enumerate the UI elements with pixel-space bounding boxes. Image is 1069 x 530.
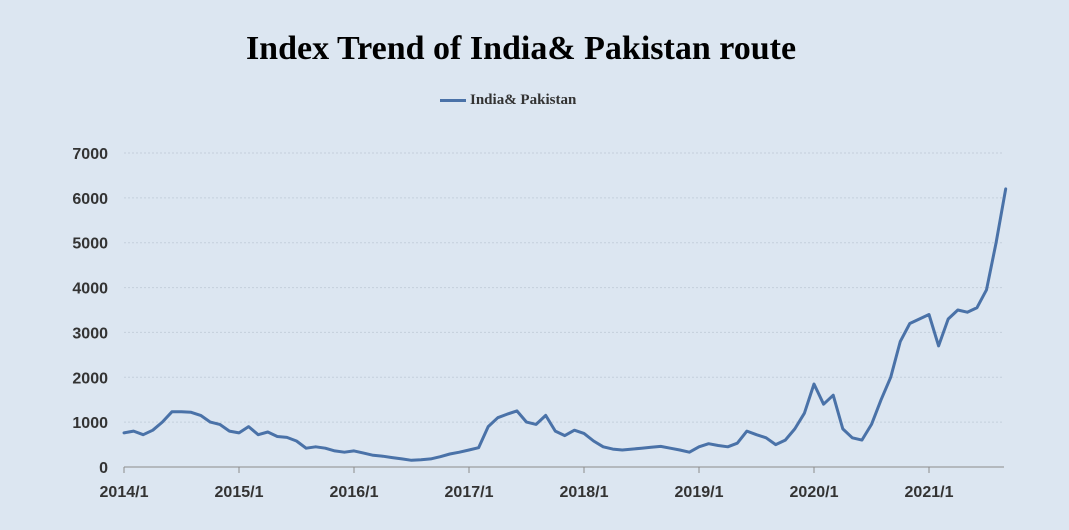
y-tick-label: 7000 <box>72 146 108 163</box>
legend: India& Pakistan <box>440 92 576 109</box>
chart-title: Index Trend of India& Pakistan route <box>245 30 797 67</box>
y-tick-label: 6000 <box>72 191 108 208</box>
y-tick-label: 3000 <box>72 325 108 342</box>
y-tick-label: 2000 <box>72 370 108 387</box>
x-tick-label: 2021/1 <box>905 484 954 501</box>
x-tick-label: 2016/1 <box>330 484 379 501</box>
x-tick-label: 2018/1 <box>560 484 609 501</box>
x-tick-label: 2020/1 <box>790 484 839 501</box>
y-tick-label: 4000 <box>72 281 108 298</box>
x-tick-label: 2014/1 <box>100 484 149 501</box>
y-tick-label: 0 <box>99 460 108 477</box>
series-line <box>122 187 1008 462</box>
x-tick-label: 2015/1 <box>215 484 264 501</box>
y-tick-label: 5000 <box>72 236 108 253</box>
x-tick-label: 2019/1 <box>675 484 724 501</box>
y-tick-label: 1000 <box>72 415 108 432</box>
legend-swatch <box>440 99 466 102</box>
legend-label: India& Pakistan <box>470 92 577 108</box>
x-tick-label: 2017/1 <box>445 484 494 501</box>
